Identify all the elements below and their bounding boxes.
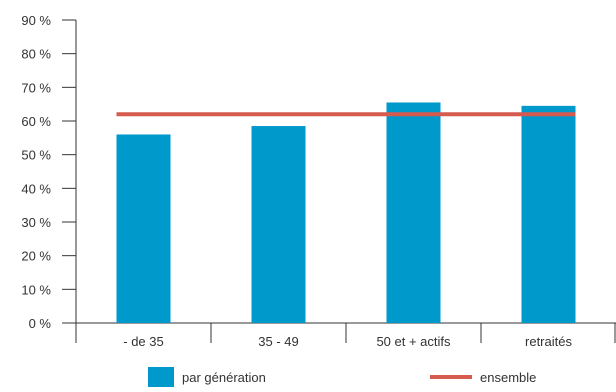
y-tick-label: 60 % [21, 114, 51, 129]
y-tick-label: 30 % [21, 215, 51, 230]
x-tick-label: - de 35 [123, 334, 163, 349]
y-tick-label: 70 % [21, 80, 51, 95]
bar-series [116, 102, 576, 323]
y-tick-label: 50 % [21, 148, 51, 163]
legend-label-bar: par génération [182, 370, 266, 385]
x-tick-label: retraités [525, 334, 572, 349]
y-axis: 0 % 10 % 20 % 30 % 40 % 50 % 60 % 70 % 80 % 90 % [21, 13, 77, 331]
y-tick-label: 40 % [21, 181, 51, 196]
y-tick-label: 0 % [29, 316, 52, 331]
bar [521, 105, 576, 323]
y-tick-label: 10 % [21, 282, 51, 297]
bar [251, 126, 306, 323]
legend-label-line: ensemble [480, 370, 536, 385]
bar [386, 102, 441, 323]
legend-swatch-bar [148, 367, 174, 387]
y-tick-label: 20 % [21, 249, 51, 264]
y-tick-label: 80 % [21, 47, 51, 62]
bar [116, 134, 171, 323]
x-tick-label: 35 - 49 [258, 334, 298, 349]
x-axis: - de 35 35 - 49 50 et + actifs retraités [75, 322, 616, 349]
y-tick-label: 90 % [21, 13, 51, 28]
legend: par génération ensemble [148, 367, 536, 387]
x-tick-label: 50 et + actifs [376, 334, 451, 349]
